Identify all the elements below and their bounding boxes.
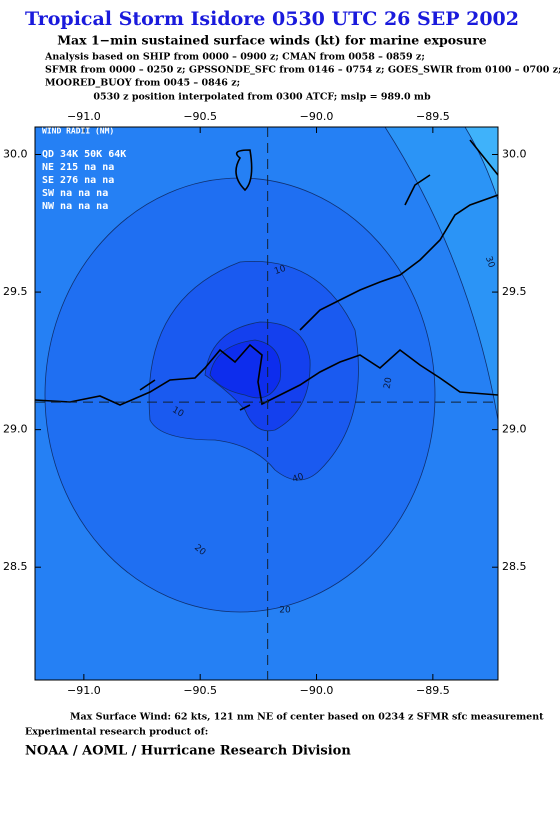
x-tick-label: −90.0 [300, 110, 334, 123]
y-tick-label: 30.0 [502, 148, 527, 161]
contour-label: 40 [291, 472, 305, 485]
x-tick-label: −89.5 [416, 684, 450, 697]
y-tick-label: 29.0 [502, 423, 527, 436]
y-tick-label: 29.5 [3, 285, 28, 298]
map-frame [34, 126, 499, 681]
contour-label: 20 [279, 606, 291, 616]
contour-label: 20 [383, 376, 395, 389]
analysis-line: Analysis based on SHIP from 0000 – 0900 … [44, 52, 425, 63]
position-note: 0530 z position interpolated from 0300 A… [93, 92, 431, 103]
max-wind: Max Surface Wind: 62 kts, 121 nm NE of c… [70, 712, 544, 723]
wind-radii-row: NW na na na [42, 201, 108, 212]
x-tick-label: −90.0 [300, 684, 334, 697]
organization: NOAA / AOML / Hurricane Research Divisio… [25, 744, 351, 759]
x-tick-label: −89.5 [416, 110, 450, 123]
x-tick-label: −90.5 [183, 110, 217, 123]
y-tick-label: 28.5 [502, 560, 527, 573]
contour-label: 10 [273, 264, 287, 277]
analysis-line: SFMR from 0000 – 0250 z; GPSSONDE_SFC fr… [45, 65, 560, 76]
product-note: Experimental research product of: [25, 727, 208, 738]
wind-radii-row: WIND RADII (NM) [42, 127, 114, 136]
y-tick-label: 28.5 [3, 560, 28, 573]
wind-radii-row: SE 276 na na [42, 175, 114, 186]
wind-field [35, 127, 498, 680]
y-tick-label: 29.5 [502, 285, 527, 298]
x-tick-label: −90.5 [183, 684, 217, 697]
wind-radii-row: QD 34K 50K 64K [42, 149, 126, 160]
wind-radii-row: NE 215 na na [42, 162, 114, 173]
wind-radii-row: SW na na na [42, 188, 108, 199]
contour-label: 30 [483, 255, 496, 269]
analysis-line: MOORED_BUOY from 0045 – 0846 z; [45, 78, 240, 89]
subtitle: Max 1−min sustained surface winds (kt) f… [57, 33, 487, 48]
title: Tropical Storm Isidore 0530 UTC 26 SEP 2… [25, 8, 519, 30]
y-tick-label: 29.0 [3, 423, 28, 436]
x-tick-label: −91.0 [67, 684, 101, 697]
x-tick-label: −91.0 [67, 110, 101, 123]
y-tick-label: 30.0 [3, 148, 28, 161]
